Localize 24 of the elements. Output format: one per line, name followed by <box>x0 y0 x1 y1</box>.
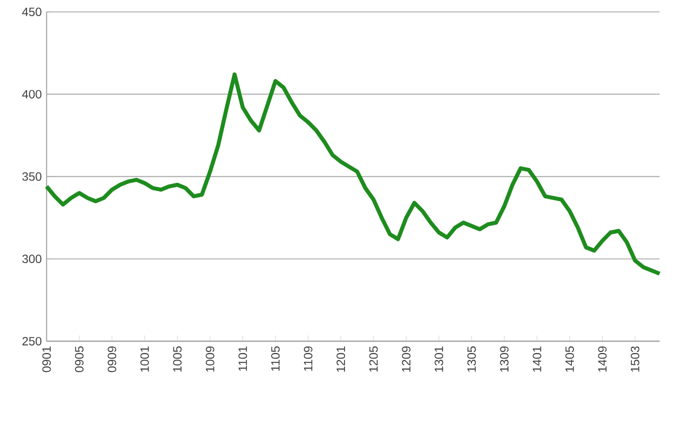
x-tick-label: 1503 <box>630 346 640 372</box>
y-tick-label: 300 <box>22 254 42 264</box>
x-tick-label: 1009 <box>206 346 214 372</box>
x-tick-label: 1305 <box>467 346 476 372</box>
x-tick-label: 1005 <box>173 346 182 372</box>
x-tick-label: 1301 <box>434 346 444 372</box>
x-tick-label: 1405 <box>565 346 574 372</box>
x-tick-label: 0905 <box>75 346 84 372</box>
x-tick-label: 1309 <box>500 346 509 372</box>
x-tick-label: 1401 <box>532 346 542 372</box>
x-tick-label: 0909 <box>108 346 116 372</box>
x-tick-label: 0901 <box>42 346 51 372</box>
x-tick-label: 1101 <box>238 346 248 371</box>
x-tick-label: 1201 <box>336 346 346 372</box>
x-tick-label: 1109 <box>304 346 312 371</box>
x-tick-label: 1105 <box>271 346 280 371</box>
y-tick-label: 350 <box>22 172 42 181</box>
y-tick-label: 250 <box>22 336 42 346</box>
x-tick-label: 1205 <box>369 346 378 372</box>
y-tick-label: 400 <box>22 90 42 98</box>
x-tick-label: 1001 <box>140 346 149 372</box>
x-tick-label: 1409 <box>598 346 607 372</box>
x-tick-label: 1209 <box>402 346 410 372</box>
y-tick-label: 450 <box>22 8 42 16</box>
